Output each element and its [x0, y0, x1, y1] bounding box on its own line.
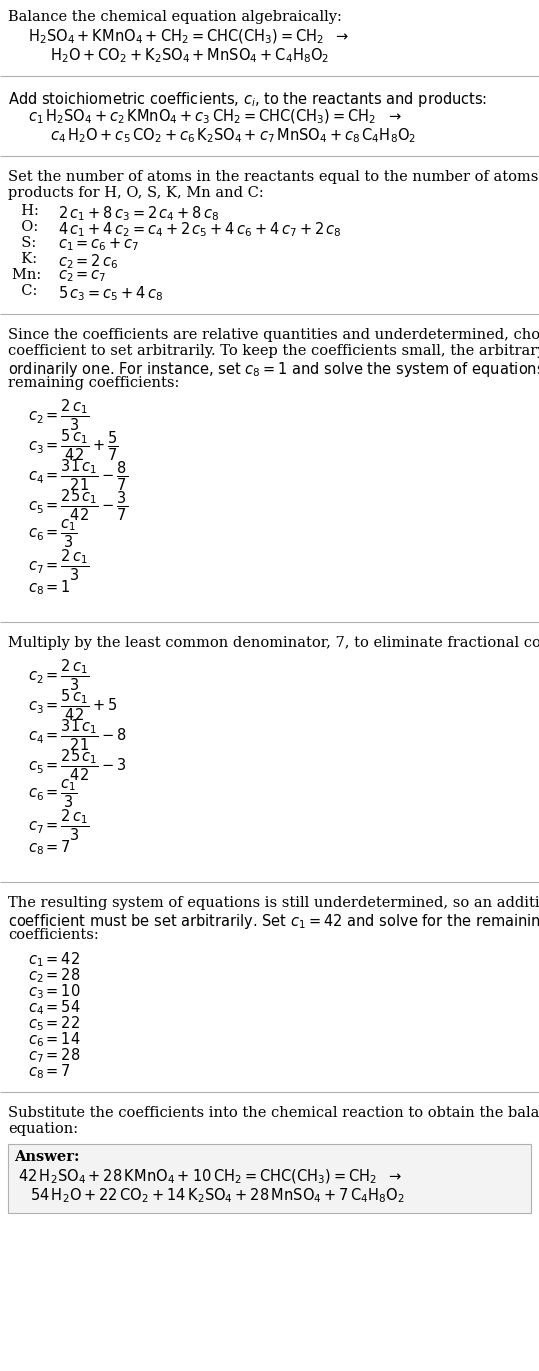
Text: $c_4\,\mathrm{H_2O} + c_5\,\mathrm{CO_2} + c_6\,\mathrm{K_2SO_4} + c_7\,\mathrm{: $c_4\,\mathrm{H_2O} + c_5\,\mathrm{CO_2}…: [50, 126, 416, 145]
Text: $c_3 = 10$: $c_3 = 10$: [28, 982, 81, 1001]
Text: K:: K:: [12, 252, 42, 266]
Text: $c_5 = 22$: $c_5 = 22$: [28, 1015, 80, 1032]
FancyBboxPatch shape: [8, 1143, 531, 1213]
Text: coefficient must be set arbitrarily. Set $c_1 = 42$ and solve for the remaining: coefficient must be set arbitrarily. Set…: [8, 912, 539, 931]
Text: $c_2 = \dfrac{2\,c_1}{3}$: $c_2 = \dfrac{2\,c_1}{3}$: [28, 658, 89, 694]
Text: $c_2 = c_7$: $c_2 = c_7$: [58, 267, 107, 284]
Text: $\mathrm{H_2O + CO_2 + K_2SO_4 + MnSO_4 + C_4H_8O_2}$: $\mathrm{H_2O + CO_2 + K_2SO_4 + MnSO_4 …: [50, 47, 329, 64]
Text: coefficients:: coefficients:: [8, 928, 99, 942]
Text: $c_5 = \dfrac{25\,c_1}{42} - \dfrac{3}{7}$: $c_5 = \dfrac{25\,c_1}{42} - \dfrac{3}{7…: [28, 488, 128, 524]
Text: Substitute the coefficients into the chemical reaction to obtain the balanced: Substitute the coefficients into the che…: [8, 1106, 539, 1120]
Text: $c_8 = 7$: $c_8 = 7$: [28, 1063, 71, 1080]
Text: $c_1\,\mathrm{H_2SO_4} + c_2\,\mathrm{KMnO_4} + c_3\,\mathrm{CH_2{=}CHC(CH_3){=}: $c_1\,\mathrm{H_2SO_4} + c_2\,\mathrm{KM…: [28, 108, 402, 126]
Text: $c_6 = 14$: $c_6 = 14$: [28, 1030, 81, 1049]
Text: $c_7 = \dfrac{2\,c_1}{3}$: $c_7 = \dfrac{2\,c_1}{3}$: [28, 548, 89, 583]
Text: S:: S:: [12, 236, 41, 250]
Text: $c_3 = \dfrac{5\,c_1}{42} + \dfrac{5}{7}$: $c_3 = \dfrac{5\,c_1}{42} + \dfrac{5}{7}…: [28, 428, 119, 463]
Text: remaining coefficients:: remaining coefficients:: [8, 376, 179, 389]
Text: $c_6 = \dfrac{c_1}{3}$: $c_6 = \dfrac{c_1}{3}$: [28, 518, 78, 550]
Text: $c_3 = \dfrac{5\,c_1}{42} + 5$: $c_3 = \dfrac{5\,c_1}{42} + 5$: [28, 688, 118, 724]
Text: Add stoichiometric coefficients, $c_i$, to the reactants and products:: Add stoichiometric coefficients, $c_i$, …: [8, 90, 487, 110]
Text: ordinarily one. For instance, set $c_8 = 1$ and solve the system of equations fo: ordinarily one. For instance, set $c_8 =…: [8, 361, 539, 378]
Text: $c_7 = 28$: $c_7 = 28$: [28, 1046, 80, 1065]
Text: $42\,\mathrm{H_2SO_4} + 28\,\mathrm{KMnO_4} + 10\,\mathrm{CH_2{=}CHC(CH_3){=}CH_: $42\,\mathrm{H_2SO_4} + 28\,\mathrm{KMnO…: [18, 1168, 403, 1186]
Text: Balance the chemical equation algebraically:: Balance the chemical equation algebraica…: [8, 10, 342, 25]
Text: O:: O:: [12, 219, 43, 234]
Text: $c_4 = \dfrac{31\,c_1}{21} - 8$: $c_4 = \dfrac{31\,c_1}{21} - 8$: [28, 718, 127, 753]
Text: $c_7 = \dfrac{2\,c_1}{3}$: $c_7 = \dfrac{2\,c_1}{3}$: [28, 808, 89, 843]
Text: Since the coefficients are relative quantities and underdetermined, choose a: Since the coefficients are relative quan…: [8, 328, 539, 341]
Text: Multiply by the least common denominator, 7, to eliminate fractional coefficient: Multiply by the least common denominator…: [8, 636, 539, 650]
Text: $c_4 = 54$: $c_4 = 54$: [28, 998, 81, 1017]
Text: $c_8 = 7$: $c_8 = 7$: [28, 838, 71, 857]
Text: C:: C:: [12, 284, 42, 298]
Text: $c_8 = 1$: $c_8 = 1$: [28, 579, 71, 596]
Text: Set the number of atoms in the reactants equal to the number of atoms in the: Set the number of atoms in the reactants…: [8, 170, 539, 184]
Text: H:: H:: [12, 204, 44, 218]
Text: The resulting system of equations is still underdetermined, so an additional: The resulting system of equations is sti…: [8, 897, 539, 910]
Text: $c_6 = \dfrac{c_1}{3}$: $c_6 = \dfrac{c_1}{3}$: [28, 777, 78, 810]
Text: coefficient to set arbitrarily. To keep the coefficients small, the arbitrary va: coefficient to set arbitrarily. To keep …: [8, 344, 539, 358]
Text: $c_2 = 2\,c_6$: $c_2 = 2\,c_6$: [58, 252, 119, 270]
Text: $\mathrm{H_2SO_4 + KMnO_4 + CH_2{=}CHC(CH_3){=}CH_2}$  $\rightarrow$: $\mathrm{H_2SO_4 + KMnO_4 + CH_2{=}CHC(C…: [28, 27, 349, 47]
Text: $2\,c_1 + 8\,c_3 = 2\,c_4 + 8\,c_8$: $2\,c_1 + 8\,c_3 = 2\,c_4 + 8\,c_8$: [58, 204, 219, 222]
Text: $c_2 = 28$: $c_2 = 28$: [28, 967, 80, 984]
Text: $c_1 = c_6 + c_7$: $c_1 = c_6 + c_7$: [58, 236, 140, 252]
Text: $c_5 = \dfrac{25\,c_1}{42} - 3$: $c_5 = \dfrac{25\,c_1}{42} - 3$: [28, 749, 127, 783]
Text: Answer:: Answer:: [14, 1150, 79, 1164]
Text: $4\,c_1 + 4\,c_2 = c_4 + 2\,c_5 + 4\,c_6 + 4\,c_7 + 2\,c_8$: $4\,c_1 + 4\,c_2 = c_4 + 2\,c_5 + 4\,c_6…: [58, 219, 342, 239]
Text: $c_2 = \dfrac{2\,c_1}{3}$: $c_2 = \dfrac{2\,c_1}{3}$: [28, 398, 89, 433]
Text: $5\,c_3 = c_5 + 4\,c_8$: $5\,c_3 = c_5 + 4\,c_8$: [58, 284, 163, 303]
Text: products for H, O, S, K, Mn and C:: products for H, O, S, K, Mn and C:: [8, 186, 264, 200]
Text: $c_4 = \dfrac{31\,c_1}{21} - \dfrac{8}{7}$: $c_4 = \dfrac{31\,c_1}{21} - \dfrac{8}{7…: [28, 458, 128, 494]
Text: $c_1 = 42$: $c_1 = 42$: [28, 950, 80, 969]
Text: Mn:: Mn:: [12, 267, 46, 282]
Text: $54\,\mathrm{H_2O} + 22\,\mathrm{CO_2} + 14\,\mathrm{K_2SO_4} + 28\,\mathrm{MnSO: $54\,\mathrm{H_2O} + 22\,\mathrm{CO_2} +…: [30, 1186, 405, 1205]
Text: equation:: equation:: [8, 1121, 78, 1137]
